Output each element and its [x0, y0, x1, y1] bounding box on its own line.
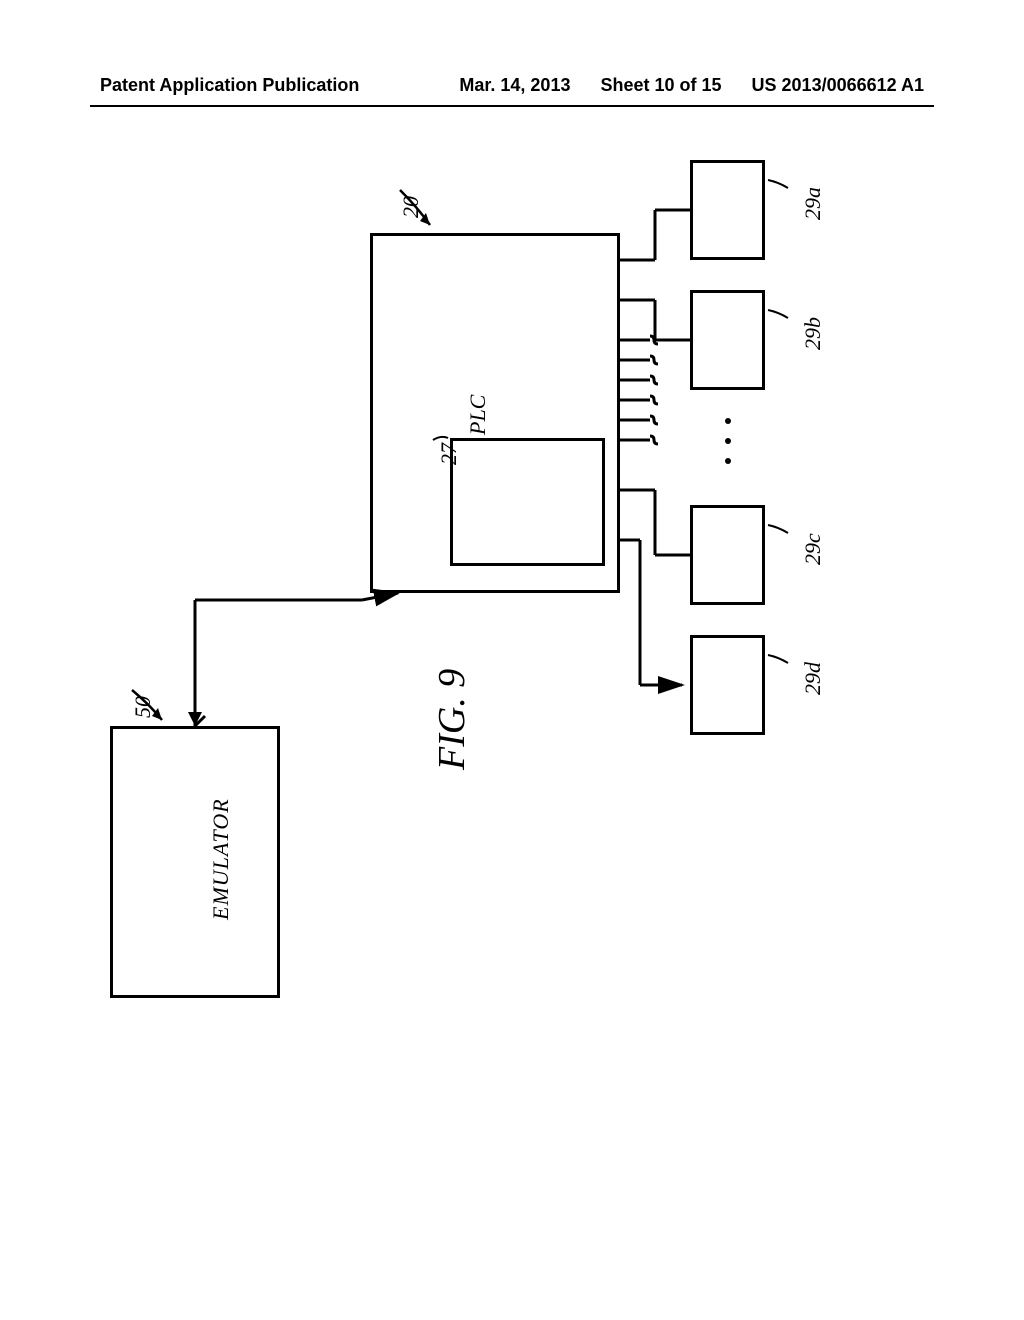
figure-diagram: EMULATOR PLC 50 20 27 29a 29b 29c 29d FI…: [110, 160, 830, 1080]
header-right: Mar. 14, 2013 Sheet 10 of 15 US 2013/006…: [459, 75, 924, 96]
connectors-svg: [110, 160, 830, 1080]
header-date: Mar. 14, 2013: [459, 75, 570, 96]
header-left: Patent Application Publication: [100, 75, 359, 96]
page-header: Patent Application Publication Mar. 14, …: [0, 75, 1024, 96]
header-sheet: Sheet 10 of 15: [600, 75, 721, 96]
header-pubno: US 2013/0066612 A1: [752, 75, 924, 96]
header-rule: [90, 105, 934, 107]
